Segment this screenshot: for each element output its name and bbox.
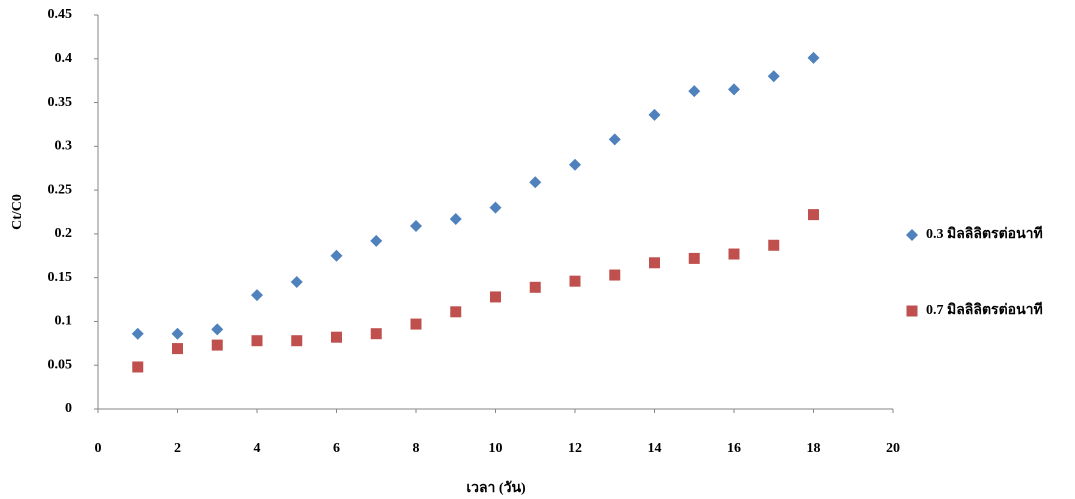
data-point bbox=[649, 109, 661, 121]
data-point bbox=[252, 335, 263, 346]
data-point bbox=[132, 328, 144, 340]
data-point bbox=[609, 270, 620, 281]
x-tick-label: 18 bbox=[807, 441, 821, 456]
data-point bbox=[609, 133, 621, 145]
legend-marker bbox=[906, 229, 918, 241]
y-tick-label: 0.4 bbox=[55, 51, 73, 66]
x-tick-label: 2 bbox=[174, 441, 181, 456]
x-tick-label: 16 bbox=[727, 441, 741, 456]
y-tick-label: 0.1 bbox=[55, 314, 73, 329]
data-point bbox=[530, 282, 541, 293]
data-point bbox=[768, 70, 780, 82]
data-point bbox=[411, 319, 422, 330]
x-tick-label: 6 bbox=[333, 441, 340, 456]
chart: เวลา (วัน) Ct/C0 0 0.05 0.1 0.15 0.2 0.25 0.3 0… bbox=[0, 0, 1075, 499]
data-point bbox=[529, 176, 541, 188]
data-point bbox=[729, 249, 740, 260]
data-point bbox=[370, 235, 382, 247]
data-point bbox=[808, 52, 820, 64]
x-axis-label: เวลา (วัน) bbox=[466, 480, 526, 496]
data-point bbox=[371, 328, 382, 339]
legend-label: 0.3 มิลลิลิตรต่อนาที bbox=[926, 226, 1043, 242]
y-tick-label: 0.25 bbox=[48, 182, 73, 197]
y-tick-label: 0.05 bbox=[48, 357, 73, 372]
x-tick-label: 20 bbox=[886, 441, 900, 456]
y-tick-label: 0.3 bbox=[55, 139, 73, 154]
y-axis-label: Ct/C0 bbox=[10, 194, 25, 230]
data-point bbox=[689, 253, 700, 264]
data-point bbox=[410, 220, 422, 232]
data-point bbox=[728, 83, 740, 95]
data-point bbox=[570, 276, 581, 287]
x-tick-label: 8 bbox=[413, 441, 420, 456]
data-point bbox=[768, 240, 779, 251]
y-tick-label: 0.35 bbox=[48, 95, 73, 110]
data-point bbox=[172, 343, 183, 354]
y-tick-label: 0.2 bbox=[55, 226, 73, 241]
y-tick-label: 0.15 bbox=[48, 270, 73, 285]
data-point bbox=[490, 291, 501, 302]
data-point bbox=[251, 289, 263, 301]
data-point bbox=[450, 306, 461, 317]
data-point bbox=[212, 340, 223, 351]
data-point bbox=[291, 335, 302, 346]
data-point bbox=[490, 202, 502, 214]
x-tick-label: 14 bbox=[648, 441, 662, 456]
legend-label: 0.7 มิลลิลิตรต่อนาที bbox=[926, 302, 1043, 318]
y-tick-label: 0 bbox=[65, 401, 72, 416]
data-point bbox=[172, 328, 184, 340]
data-point bbox=[291, 276, 303, 288]
x-tick-label: 10 bbox=[489, 441, 503, 456]
x-tick-label: 4 bbox=[254, 441, 261, 456]
x-tick-label: 12 bbox=[568, 441, 582, 456]
legend-marker bbox=[907, 306, 918, 317]
data-point bbox=[211, 323, 223, 335]
data-point bbox=[331, 250, 343, 262]
data-point bbox=[132, 361, 143, 372]
x-tick-label: 0 bbox=[95, 441, 102, 456]
data-point bbox=[649, 257, 660, 268]
data-point bbox=[331, 332, 342, 343]
data-point bbox=[808, 209, 819, 220]
data-point bbox=[450, 213, 462, 225]
data-point bbox=[569, 159, 581, 171]
data-point bbox=[688, 85, 700, 97]
y-tick-label: 0.45 bbox=[48, 7, 73, 22]
